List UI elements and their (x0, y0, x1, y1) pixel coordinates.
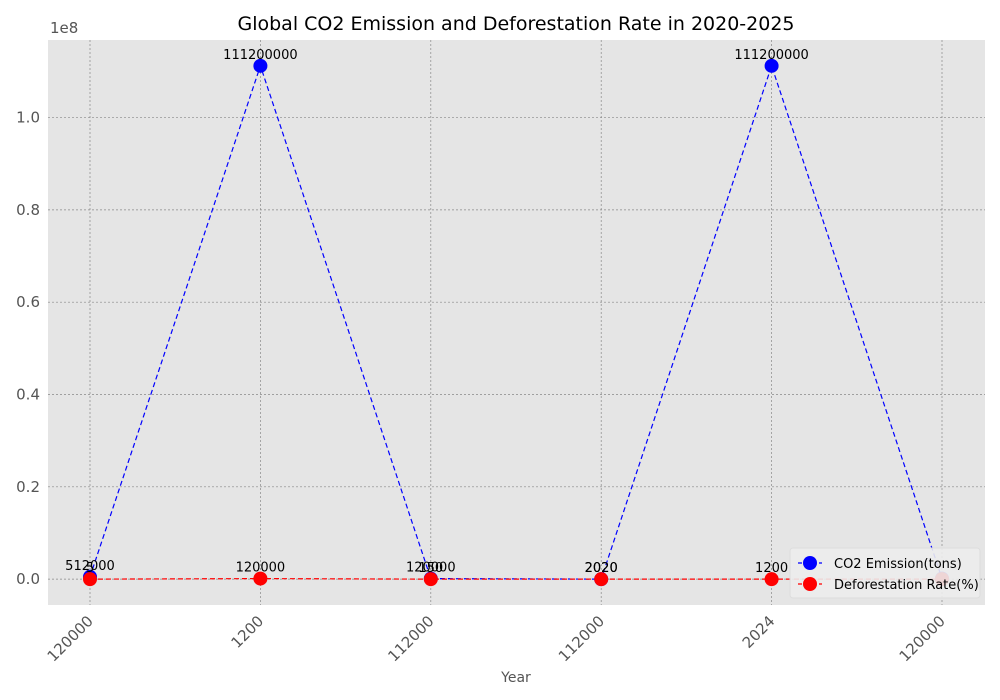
x-tick-label: 120000 (44, 612, 97, 665)
data-point (253, 58, 268, 73)
data-point (764, 572, 779, 587)
chart-title: Global CO2 Emission and Deforestation Ra… (237, 13, 794, 35)
y-tick-label: 1.0 (16, 109, 40, 127)
y-tick-label: 0.6 (16, 293, 40, 311)
data-label: 5 (86, 561, 94, 576)
y-tick-label: 0.8 (16, 201, 40, 219)
series-line (89, 577, 943, 580)
data-label: 150 (418, 561, 443, 576)
legend: CO2 Emission(tons) Deforestation Rate(%) (789, 547, 981, 599)
y-exponent-label: 1e8 (50, 19, 78, 37)
x-tick-label: 2024 (739, 612, 779, 652)
data-label: 111200000 (734, 48, 808, 63)
data-label: 512000 (65, 559, 115, 574)
legend-entry: Deforestation Rate(%) (834, 578, 979, 593)
data-label: 111200000 (223, 48, 297, 63)
data-label: 120000 (236, 561, 286, 576)
y-tick-label: 0.4 (16, 386, 40, 404)
data-point (83, 572, 97, 587)
legend-marker (803, 577, 817, 591)
legend-marker (803, 556, 817, 570)
data-point (594, 572, 609, 587)
data-label: 120000 (406, 561, 456, 576)
x-ticks: 120000 1200 112000 112000 2024 120000 (44, 612, 949, 665)
x-tick-label: 112000 (555, 612, 608, 665)
series-lines (89, 63, 943, 580)
plot-background (48, 40, 985, 605)
x-axis-label: Year (500, 670, 531, 686)
data-point (423, 572, 438, 587)
data-point (253, 571, 268, 586)
data-label: 2020 (585, 561, 618, 576)
x-tick-label: 120000 (896, 612, 949, 665)
x-tick-label: 112000 (384, 612, 437, 665)
y-tick-label: 0.2 (16, 478, 40, 496)
y-tick-label: 0.0 (16, 570, 40, 588)
data-point (764, 58, 779, 73)
data-label: 2020 (585, 561, 618, 576)
y-ticks: 0.0 0.2 0.4 0.6 0.8 1.0 (16, 109, 40, 589)
data-labels: 512000 111200000 120000 2020 111200000 5 12000… (65, 48, 809, 576)
legend-box (789, 547, 981, 599)
legend-entry: CO2 Emission(tons) (834, 557, 962, 572)
x-tick-label: 1200 (227, 612, 267, 652)
data-label: 1200 (755, 561, 788, 576)
series-points (83, 58, 949, 587)
